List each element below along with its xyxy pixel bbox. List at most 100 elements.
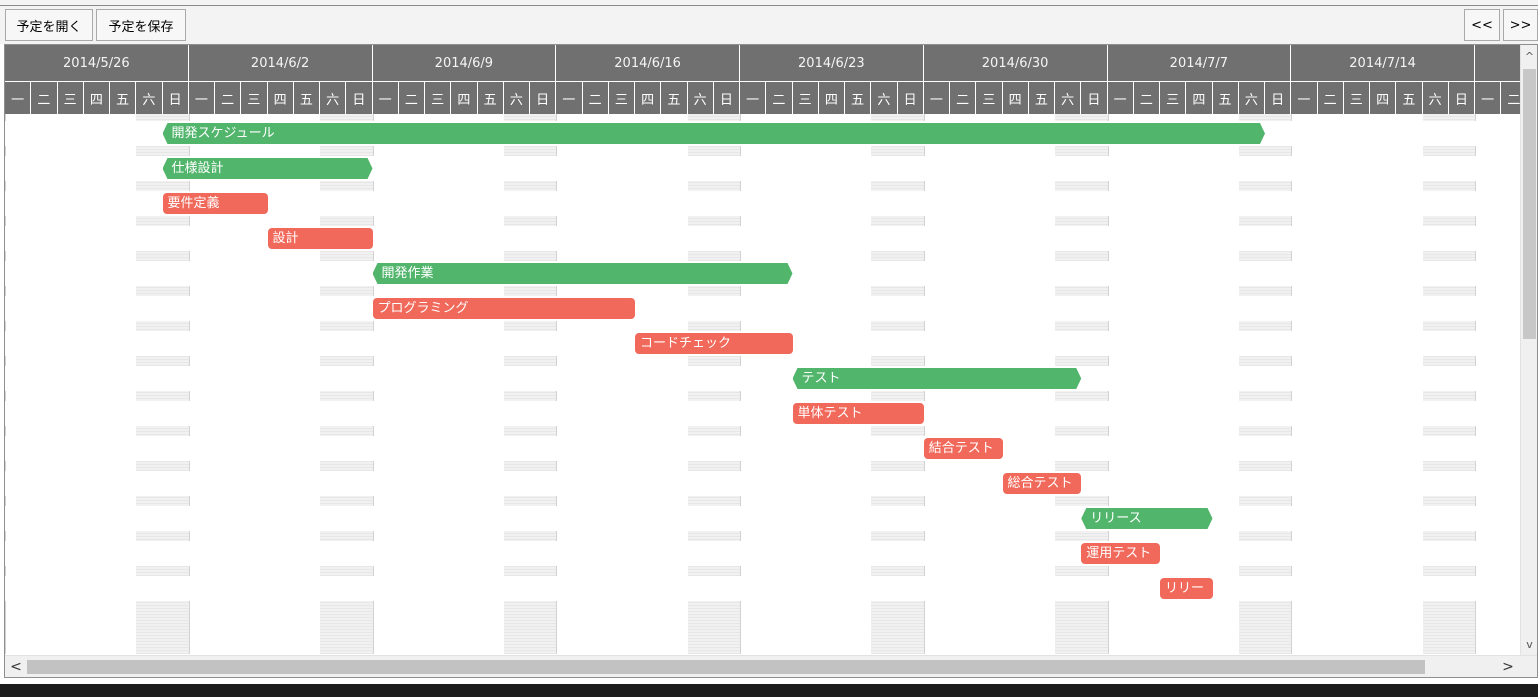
day-header-cell: 五 bbox=[661, 82, 688, 114]
task-bar[interactable]: 設計 bbox=[267, 228, 373, 249]
row-mask bbox=[5, 401, 1537, 426]
task-bar[interactable]: 総合テスト bbox=[1002, 473, 1082, 494]
task-bar[interactable]: 結合テスト bbox=[923, 438, 1003, 459]
scroll-right-icon[interactable]: > bbox=[1502, 659, 1514, 675]
week-header-cell: 2014/6/9 bbox=[373, 45, 557, 81]
day-header-cell: 五 bbox=[1396, 82, 1423, 114]
horizontal-scroll-thumb[interactable] bbox=[27, 660, 1425, 674]
summary-bar[interactable]: リリース bbox=[1081, 508, 1212, 529]
day-header-cell: 三 bbox=[1160, 82, 1187, 114]
day-header-cell: 六 bbox=[1055, 82, 1082, 114]
summary-bar[interactable]: 仕様設計 bbox=[163, 158, 373, 179]
day-header-cell: 三 bbox=[609, 82, 635, 114]
day-header-cell: 五 bbox=[1213, 82, 1239, 114]
task-bar[interactable]: リリー bbox=[1160, 578, 1213, 599]
horizontal-scrollbar[interactable]: < > bbox=[5, 655, 1537, 677]
week-header-cell: 2014/7/14 bbox=[1291, 45, 1475, 81]
day-header-cell: 一 bbox=[740, 82, 767, 114]
week-header-cell: 2014/6/23 bbox=[740, 45, 924, 81]
day-header-cell: 日 bbox=[898, 82, 924, 114]
summary-bar[interactable]: 開発作業 bbox=[373, 263, 793, 284]
vertical-scrollbar[interactable]: ^ v bbox=[1520, 45, 1537, 655]
row-mask bbox=[5, 436, 1537, 461]
day-header-cell: 二 bbox=[950, 82, 977, 114]
toolbar-divider bbox=[0, 5, 1538, 6]
day-header-cell: 三 bbox=[1344, 82, 1370, 114]
day-header-cell: 二 bbox=[1318, 82, 1344, 114]
day-header-cell: 三 bbox=[425, 82, 452, 114]
row-mask bbox=[5, 506, 1537, 531]
task-bar[interactable]: プログラミング bbox=[372, 298, 635, 319]
day-header-cell: 五 bbox=[478, 82, 504, 114]
week-header-cell: 2014/5/26 bbox=[5, 45, 189, 81]
week-header-row: 2014/5/26 2014/6/2 2014/6/9 2014/6/16 2014/6… bbox=[5, 45, 1537, 81]
scroll-up-icon[interactable]: ^ bbox=[1524, 49, 1535, 63]
day-header-cell: 三 bbox=[793, 82, 819, 114]
day-header-cell: 日 bbox=[1449, 82, 1475, 114]
week-header-cell: 2014/6/2 bbox=[189, 45, 373, 81]
day-header-cell: 六 bbox=[1423, 82, 1449, 114]
day-header-cell: 二 bbox=[399, 82, 425, 114]
day-header-cell: 三 bbox=[241, 82, 268, 114]
row-mask bbox=[5, 576, 1537, 601]
day-header-cell: 一 bbox=[1475, 82, 1502, 114]
gantt-bars: 開発スケジュール 仕様設計要件定義設計 開発作業プログラミング コードチェック テスト単… bbox=[5, 114, 1538, 654]
day-header-cell: 四 bbox=[635, 82, 662, 114]
day-header-cell: 四 bbox=[819, 82, 845, 114]
day-header-cell: 五 bbox=[845, 82, 872, 114]
day-header-cell: 六 bbox=[688, 82, 714, 114]
gantt-chart: 2014/5/26 2014/6/2 2014/6/9 2014/6/16 2014/6… bbox=[4, 44, 1538, 678]
day-header-cell: 六 bbox=[871, 82, 898, 114]
day-header-cell: 六 bbox=[504, 82, 530, 114]
summary-bar[interactable]: テスト bbox=[793, 368, 1082, 389]
task-bar[interactable]: 要件定義 bbox=[162, 193, 268, 214]
open-schedule-button[interactable]: 予定を開く bbox=[5, 9, 93, 41]
prev-period-button[interactable]: << bbox=[1464, 9, 1500, 41]
os-taskbar bbox=[0, 684, 1538, 697]
day-header-cell: 五 bbox=[110, 82, 137, 114]
day-header-cell: 一 bbox=[373, 82, 399, 114]
row-mask bbox=[5, 296, 1537, 321]
day-header-cell: 四 bbox=[1186, 82, 1213, 114]
row-mask bbox=[5, 471, 1537, 496]
day-header-cell: 日 bbox=[1081, 82, 1108, 114]
day-header-cell: 六 bbox=[320, 82, 347, 114]
task-bar[interactable]: 運用テスト bbox=[1081, 543, 1160, 564]
day-header-cell: 六 bbox=[136, 82, 163, 114]
day-header-cell: 三 bbox=[58, 82, 84, 114]
day-header-cell: 四 bbox=[1003, 82, 1029, 114]
task-bar[interactable]: コードチェック bbox=[635, 333, 793, 354]
day-header-cell: 四 bbox=[1370, 82, 1397, 114]
day-header-cell: 一 bbox=[556, 82, 583, 114]
day-header-cell: 一 bbox=[189, 82, 215, 114]
day-header-cell: 四 bbox=[451, 82, 478, 114]
row-mask bbox=[5, 226, 1537, 251]
day-header-cell: 日 bbox=[530, 82, 557, 114]
summary-bar[interactable]: 開発スケジュール bbox=[163, 123, 1266, 144]
day-header-cell: 日 bbox=[1265, 82, 1292, 114]
day-header-cell: 六 bbox=[1239, 82, 1265, 114]
day-header-cell: 五 bbox=[294, 82, 320, 114]
day-header-cell: 一 bbox=[1291, 82, 1318, 114]
row-mask bbox=[5, 366, 1537, 391]
week-header-cell: 2014/6/30 bbox=[924, 45, 1108, 81]
day-header-cell: 二 bbox=[583, 82, 609, 114]
save-schedule-button[interactable]: 予定を保存 bbox=[96, 9, 186, 41]
day-header-cell: 日 bbox=[346, 82, 373, 114]
toolbar: 予定を開く 予定を保存 << >> bbox=[0, 0, 1538, 44]
scroll-down-icon[interactable]: v bbox=[1526, 637, 1533, 651]
task-bar[interactable]: 単体テスト bbox=[792, 403, 924, 424]
day-header-cell: 二 bbox=[766, 82, 793, 114]
week-header-cell: 2014/7/7 bbox=[1108, 45, 1292, 81]
day-header-row: 一二三四五六日一二三四五六日一二三四五六日一二三四五六日一二三四五六日一二三四五… bbox=[5, 82, 1537, 114]
day-header-cell: 一 bbox=[924, 82, 950, 114]
day-header-cell: 二 bbox=[215, 82, 242, 114]
vertical-scroll-thumb[interactable] bbox=[1523, 69, 1536, 339]
scroll-left-icon[interactable]: < bbox=[10, 659, 22, 675]
next-period-button[interactable]: >> bbox=[1503, 9, 1538, 41]
day-header-cell: 一 bbox=[5, 82, 32, 114]
row-mask bbox=[5, 541, 1537, 566]
day-header-cell: 日 bbox=[163, 82, 189, 114]
day-header-cell: 二 bbox=[1134, 82, 1160, 114]
week-header-cell: 2014/6/16 bbox=[556, 45, 740, 81]
